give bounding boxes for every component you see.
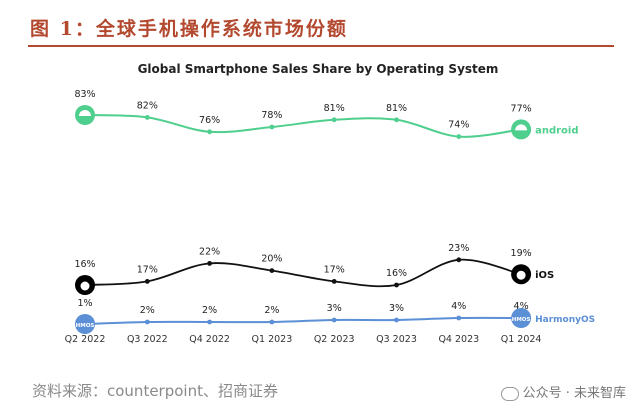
harmonyos-data-label: 1% bbox=[77, 298, 92, 309]
harmonyos-point bbox=[269, 319, 275, 325]
harmonyos-data-label: 2% bbox=[140, 305, 155, 316]
harmonyos-data-label: 2% bbox=[202, 305, 217, 316]
harmonyos-point bbox=[144, 319, 150, 325]
ios-data-label: 23% bbox=[448, 243, 469, 254]
ios-point bbox=[207, 261, 213, 266]
wechat-icon bbox=[500, 386, 519, 401]
ios-point bbox=[144, 279, 150, 284]
android-data-label: 81% bbox=[324, 103, 345, 114]
android-point bbox=[144, 115, 150, 120]
android-point bbox=[331, 117, 337, 123]
android-point bbox=[394, 117, 399, 123]
x-tick-label: Q2 2022 bbox=[65, 334, 106, 345]
ios-data-label: 20% bbox=[261, 254, 282, 265]
android-data-label: 76% bbox=[199, 115, 220, 126]
ios-point bbox=[269, 268, 275, 273]
ios-point bbox=[331, 279, 337, 284]
android-data-label: 82% bbox=[137, 100, 158, 111]
harmonyos-data-label: 3% bbox=[327, 303, 342, 314]
android-point bbox=[456, 134, 462, 140]
harmonyos-legend-label: HarmonyOS bbox=[535, 315, 595, 325]
ios-point bbox=[456, 257, 462, 263]
watermark: 公众号 · 未来智库 bbox=[500, 382, 626, 401]
x-tick-label: Q4 2022 bbox=[189, 334, 230, 345]
harmonyos-logo-text: HMOS bbox=[512, 317, 531, 323]
android-series-line bbox=[84, 114, 522, 138]
x-tick-label: Q1 2024 bbox=[501, 334, 542, 345]
harmonyos-point bbox=[331, 317, 337, 323]
harmonyos-data-label: 3% bbox=[389, 303, 404, 314]
android-data-label: 78% bbox=[261, 110, 282, 121]
ios-legend-label: iOS bbox=[535, 270, 554, 281]
x-tick-label: Q3 2022 bbox=[127, 334, 168, 345]
android-point bbox=[269, 124, 275, 130]
source-note: 资料来源：counterpoint、招商证券 bbox=[32, 382, 278, 400]
android-legend-label: android bbox=[535, 125, 578, 136]
ios-data-label: 22% bbox=[199, 246, 220, 257]
x-tick-label: Q1 2023 bbox=[252, 334, 293, 345]
android-data-label: 74% bbox=[448, 120, 469, 131]
x-tick-label: Q3 2023 bbox=[376, 334, 417, 345]
ios-point bbox=[394, 282, 399, 288]
harmonyos-logo-icon bbox=[511, 308, 532, 328]
apple-mark-icon bbox=[516, 270, 526, 280]
harmonyos-data-label: 4% bbox=[451, 301, 466, 312]
x-tick-label: Q2 2023 bbox=[314, 334, 355, 345]
android-data-label: 83% bbox=[74, 89, 95, 100]
harmonyos-series-line bbox=[84, 316, 522, 325]
harmonyos-logo-text: HMOS bbox=[76, 323, 95, 329]
android-data-label: 77% bbox=[511, 103, 532, 114]
harmonyos-point bbox=[207, 319, 213, 325]
figure-title: 图 1：全球手机操作系统市场份额 bbox=[30, 18, 348, 40]
chart-title: Global Smartphone Sales Share by Operati… bbox=[138, 62, 499, 76]
harmonyos-data-label: 4% bbox=[514, 301, 529, 312]
harmonyos-data-label: 2% bbox=[264, 305, 279, 316]
android-point bbox=[207, 129, 213, 135]
ios-data-label: 17% bbox=[137, 264, 158, 275]
ios-data-label: 19% bbox=[511, 248, 532, 259]
x-tick-label: Q4 2023 bbox=[438, 334, 479, 345]
ios-data-label: 16% bbox=[386, 268, 407, 279]
harmonyos-point bbox=[456, 315, 462, 321]
ios-data-label: 17% bbox=[324, 264, 345, 275]
android-data-label: 81% bbox=[386, 103, 407, 114]
android-head-icon bbox=[79, 110, 91, 116]
android-head-icon bbox=[515, 124, 528, 131]
watermark-text: 公众号 · 未来智库 bbox=[522, 386, 626, 401]
title-divider bbox=[28, 45, 614, 47]
ios-data-label: 16% bbox=[74, 259, 95, 270]
harmonyos-logo-icon bbox=[75, 314, 95, 334]
harmonyos-point bbox=[394, 317, 399, 323]
apple-mark-icon bbox=[80, 281, 90, 291]
